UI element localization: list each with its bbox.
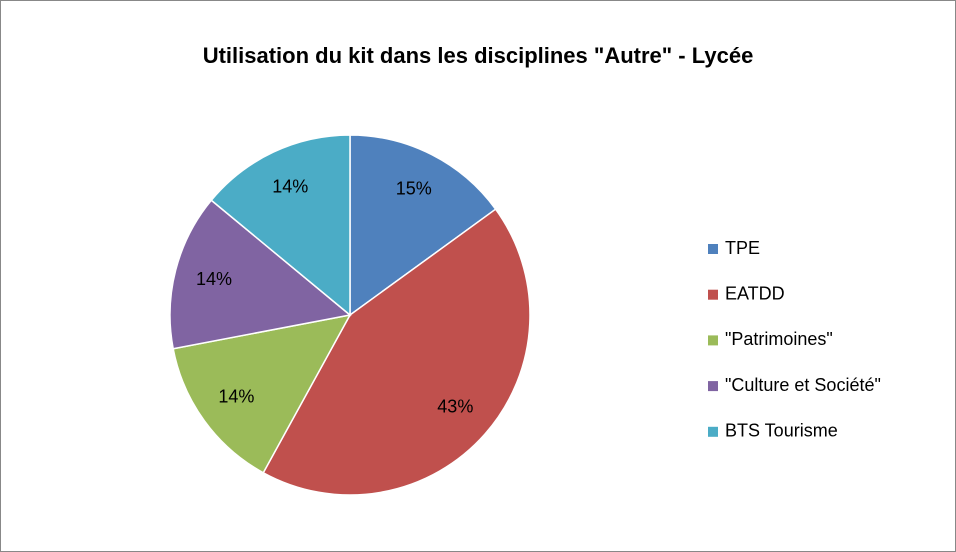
pie-slice	[172, 313, 352, 474]
chart-title: Utilisation du kit dans les disciplines …	[203, 43, 754, 68]
legend-swatch	[708, 426, 718, 437]
legend-label: BTS Tourisme	[725, 421, 838, 441]
legend-swatch	[708, 289, 718, 300]
value-label: 14%	[272, 177, 308, 197]
value-label: 43%	[437, 397, 473, 417]
legend-label: "Patrimoines"	[725, 329, 833, 349]
value-label: 14%	[196, 269, 232, 289]
value-label: 14%	[218, 386, 254, 406]
legend-swatch	[708, 244, 718, 254]
pie-slice	[210, 134, 351, 317]
legend-swatch	[708, 335, 718, 346]
legend-label: "Culture et Société"	[725, 375, 881, 395]
pie-slice	[262, 208, 531, 496]
legend-label: EATDD	[725, 283, 785, 303]
pie-slice	[349, 134, 497, 317]
value-label: 15%	[396, 179, 432, 199]
pie-slice	[169, 199, 352, 350]
legend-label: TPE	[725, 238, 760, 258]
legend-swatch	[708, 381, 718, 392]
